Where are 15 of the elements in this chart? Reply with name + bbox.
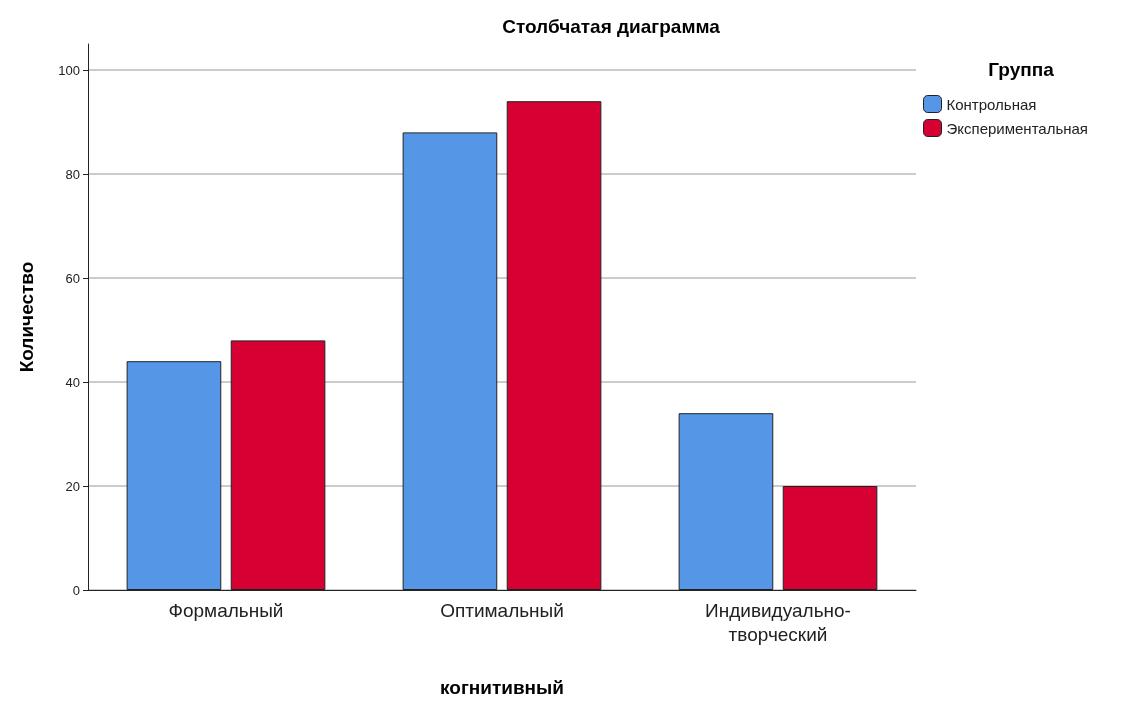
legend-label: Экспериментальная (946, 119, 1088, 137)
x-tick-label: Оптимальный (440, 599, 564, 621)
x-tick-label: Формальный (168, 599, 284, 621)
x-axis-title: когнитивный (440, 677, 564, 698)
y-tick-label: 40 (65, 374, 80, 390)
legend-title: Группа (988, 59, 1055, 80)
y-tick-label: 20 (65, 478, 80, 494)
legend-label: Контрольная (946, 95, 1037, 113)
x-tick-label: Индивидуально-творческий (705, 599, 851, 645)
y-tick-label: 0 (72, 582, 80, 598)
y-tick-label: 80 (65, 166, 80, 182)
y-tick-label: 60 (65, 270, 80, 286)
chart-title: Столбчатая диаграмма (502, 16, 721, 37)
y-axis-title: Количество (16, 261, 37, 373)
y-tick-label: 100 (58, 62, 80, 78)
